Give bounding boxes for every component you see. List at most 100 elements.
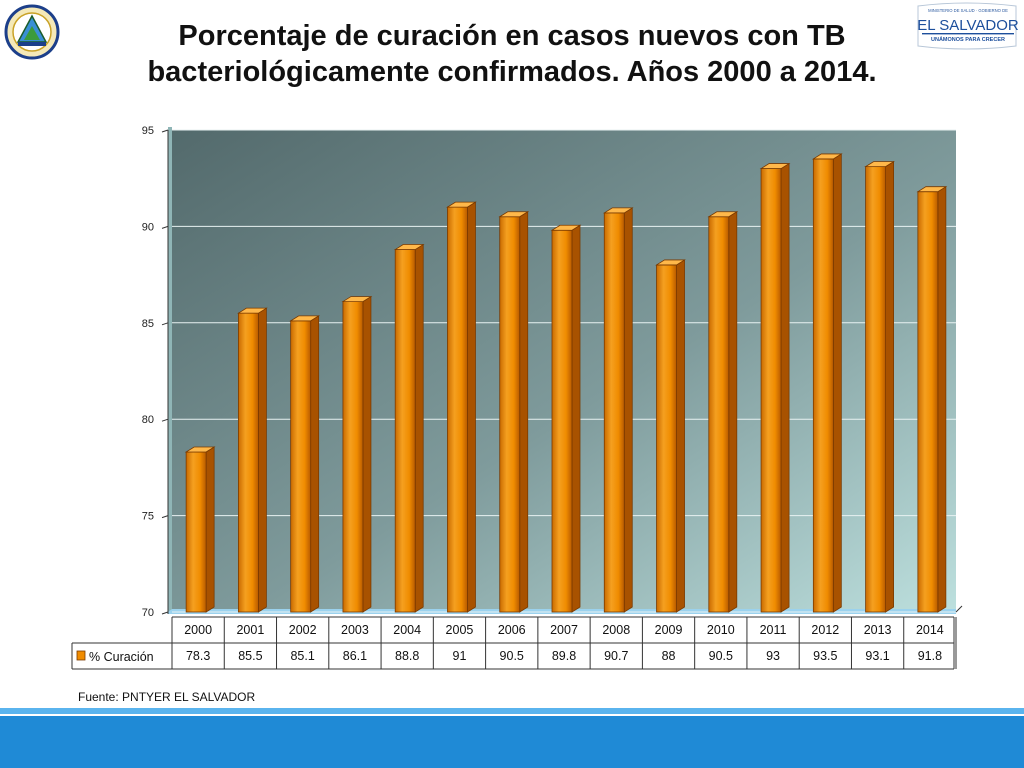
x-tick-label: 2001 [236,623,264,637]
data-label: 93 [766,649,780,663]
bar-side [728,211,738,613]
government-logo: MINISTERIO DE SALUD · GOBIERNO DE EL SAL… [912,2,1020,52]
bar [341,295,373,613]
bar-top [707,211,739,218]
y-tick-label: 75 [142,511,154,523]
footer-bar-main [0,716,1024,768]
bar-front [499,216,521,613]
bar-side [205,446,215,613]
bar [289,315,321,613]
bar-side [571,224,581,613]
footer-bar [0,708,1024,768]
bar-front [917,191,939,613]
bar-side [832,153,842,613]
data-label: 88.8 [395,649,419,663]
bar-front [237,312,259,613]
y-tick-label: 80 [142,414,154,426]
x-tick-label: 2009 [655,623,683,637]
bar [759,162,791,613]
bar [864,160,895,613]
x-tick-label: 2005 [446,623,474,637]
bar-top [916,186,948,193]
bar [446,201,477,613]
x-tick-label: 2010 [707,623,735,637]
y-tick-label: 90 [142,221,154,233]
bar [811,153,843,613]
bar-side [519,211,529,613]
data-table: 2000 2001 2002 2003 2004 2005 2006 2007 2008 2009… [71,605,963,670]
data-label: 91.8 [918,649,942,663]
bar-top [655,259,686,266]
bar-top [393,244,425,250]
bar-top [184,446,216,453]
y-tick [161,322,169,326]
bar-front [708,216,730,613]
page-title: Porcentaje de curación en casos nuevos c… [110,18,914,90]
bar-front [656,264,677,613]
bar-top [289,315,321,322]
y-tick [161,611,169,615]
bar-side [780,162,790,613]
x-tick-label: 2004 [393,623,421,637]
y-tick-label: 70 [142,607,154,619]
bar-front [342,301,364,613]
bar-front [185,451,207,613]
data-label: 85.5 [238,649,262,663]
x-tick-label: 2011 [760,623,787,637]
data-label: 90.5 [500,649,524,663]
bar [550,224,582,613]
x-tick-label: 2008 [602,623,630,637]
bar-side [676,259,685,613]
bar-side [310,315,320,613]
bar-top [759,163,791,169]
bar [498,211,530,613]
y-tick-label: 95 [142,125,154,137]
x-tick-label: 2007 [550,623,578,637]
bar-top [341,296,373,302]
bar-front [865,166,886,613]
bar-top [237,307,268,314]
bars [184,153,948,613]
x-tick-label: 2014 [916,623,944,637]
bar-front [603,212,625,613]
x-tick-label: 2012 [811,623,839,637]
bar-side [937,185,947,613]
y-tick [161,515,169,519]
x-tick-label: 2013 [864,623,892,637]
y-tick [161,418,169,422]
bar [916,185,948,613]
coat-of-arms-icon [4,4,60,60]
table-line [955,605,963,613]
logo-small-text: MINISTERIO DE SALUD · GOBIERNO DE [928,8,1008,13]
bar-top [446,201,477,208]
y-tick [161,225,169,229]
data-label: 86.1 [343,649,367,663]
data-label: 90.5 [709,649,733,663]
bar [237,307,268,613]
bar-top [550,224,582,231]
bar-side [414,243,424,613]
data-label: 89.8 [552,649,576,663]
bar-front [447,206,468,613]
bar-side [362,295,372,613]
data-label: 93.5 [813,649,837,663]
bar [184,446,216,613]
bar [602,207,634,613]
y-tick-label: 85 [142,318,154,330]
x-tick-label: 2002 [289,623,317,637]
logo-slogan: UNÁMONOS PARA CRECER [931,36,1005,43]
bar-front [812,158,834,613]
data-label: 85.1 [290,649,314,663]
legend-swatch [76,650,86,661]
bar-side [257,307,267,613]
data-label: 93.1 [865,649,889,663]
bar [655,259,686,613]
bar-front [760,168,782,613]
data-label: 78.3 [186,649,210,663]
x-tick-label: 2006 [498,623,526,637]
bar-side [885,160,894,613]
bar-top [864,161,895,168]
logo-name: EL SALVADOR [917,17,1019,34]
y-tick [161,129,169,133]
